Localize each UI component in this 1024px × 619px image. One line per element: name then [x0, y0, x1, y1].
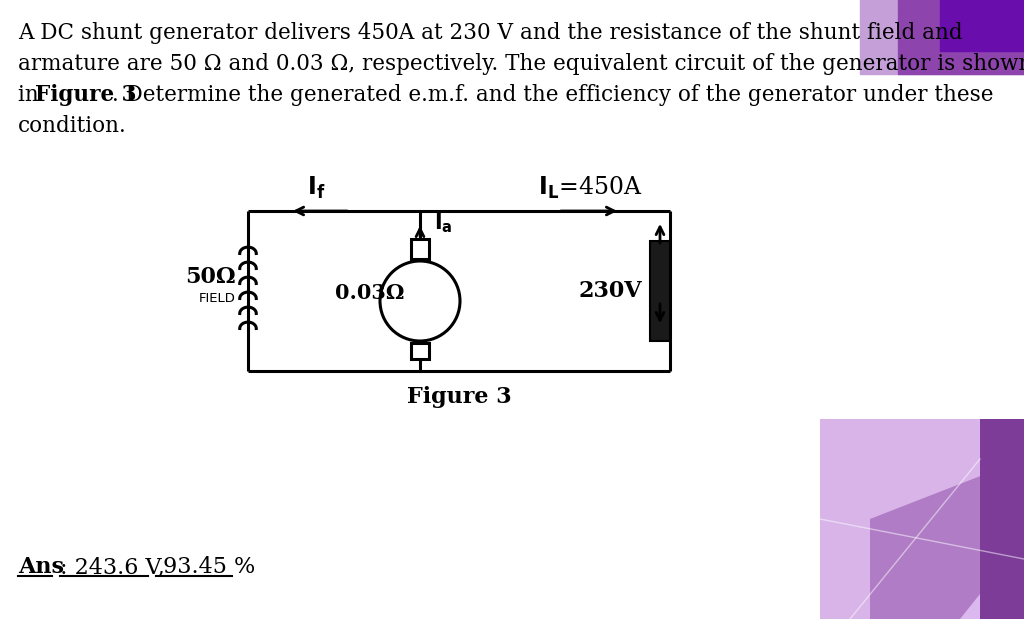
- Text: Ans: Ans: [18, 556, 63, 578]
- Text: . Determine the generated e.m.f. and the efficiency of the generator under these: . Determine the generated e.m.f. and the…: [112, 84, 993, 106]
- Bar: [411, 239, 429, 259]
- Bar: [940, 0, 1024, 51]
- Text: 50Ω: 50Ω: [185, 266, 236, 288]
- Bar: [650, 241, 670, 341]
- Text: 93.45 %: 93.45 %: [156, 556, 255, 578]
- Text: Figure 3: Figure 3: [407, 386, 511, 408]
- Text: condition.: condition.: [18, 115, 127, 137]
- Text: 230V: 230V: [579, 280, 642, 302]
- Text: Figure 3: Figure 3: [35, 84, 136, 106]
- Bar: [898, 0, 1024, 74]
- Polygon shape: [980, 419, 1024, 619]
- Text: A DC shunt generator delivers 450A at 230 V and the resistance of the shunt fiel: A DC shunt generator delivers 450A at 23…: [18, 22, 963, 44]
- Polygon shape: [820, 419, 1024, 619]
- Text: FIELD: FIELD: [199, 293, 236, 306]
- Text: $\mathbf{I_f}$: $\mathbf{I_f}$: [307, 175, 326, 201]
- Text: 0.03Ω: 0.03Ω: [335, 283, 404, 303]
- Text: : 243.6 V,: : 243.6 V,: [60, 556, 165, 578]
- Text: in: in: [18, 84, 46, 106]
- Text: armature are 50 Ω and 0.03 Ω, respectively. The equivalent circuit of the genera: armature are 50 Ω and 0.03 Ω, respective…: [18, 53, 1024, 75]
- Polygon shape: [870, 459, 1024, 619]
- Circle shape: [380, 261, 460, 341]
- Polygon shape: [900, 539, 1024, 619]
- Text: $\mathbf{I_a}$: $\mathbf{I_a}$: [434, 211, 453, 235]
- Bar: [411, 343, 429, 359]
- Bar: [860, 0, 1024, 74]
- Text: $\mathbf{I_L}$=450A: $\mathbf{I_L}$=450A: [538, 175, 642, 201]
